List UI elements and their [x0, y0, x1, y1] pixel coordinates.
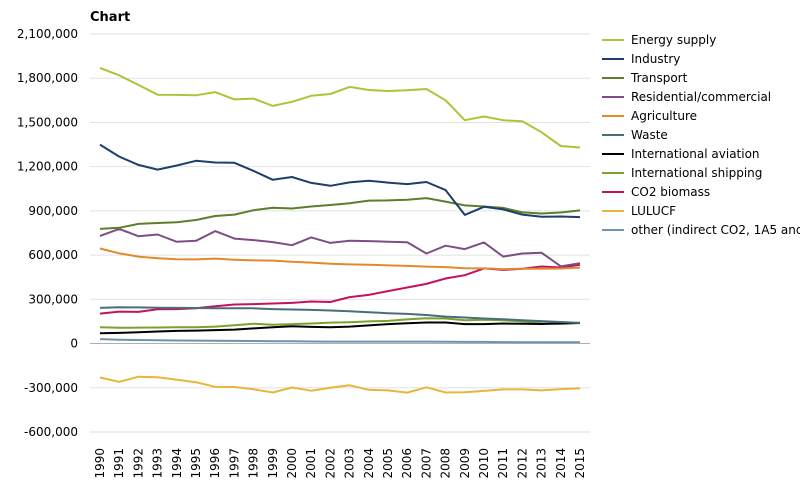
legend: Energy supply Industry Transport Residentia…	[602, 33, 800, 237]
series-line	[99, 338, 580, 344]
y-tick-label: 1,500,000	[17, 115, 78, 129]
x-tick-label: 1996	[208, 448, 222, 479]
series-line	[99, 321, 581, 335]
y-tick-label: 900,000	[28, 204, 78, 218]
x-tick-label: 1994	[170, 448, 184, 479]
x-tick-label: 2008	[439, 448, 453, 479]
x-tick-label: 1995	[189, 448, 203, 479]
legend-label: CO2 biomass	[631, 185, 710, 199]
x-tick-label: 2005	[381, 448, 395, 479]
x-tick-label: 2011	[496, 448, 510, 479]
x-tick-label: 1998	[247, 448, 261, 479]
legend-label: International aviation	[631, 147, 760, 161]
y-tick-label: 300,000	[28, 292, 78, 306]
series-line	[99, 306, 581, 324]
x-tick-label: 2002	[323, 448, 337, 479]
y-tick-label: -300,000	[24, 381, 78, 395]
x-tick-label: 2010	[477, 448, 491, 479]
x-tick-label: 2007	[419, 448, 433, 479]
y-tick-label: 1,800,000	[17, 71, 78, 85]
series-line	[99, 66, 581, 149]
y-tick-label: 1,200,000	[17, 160, 78, 174]
series-line	[99, 143, 581, 219]
x-tick-label: 2001	[304, 448, 318, 479]
legend-label: Energy supply	[631, 33, 716, 47]
x-tick-label: 1999	[266, 448, 280, 479]
x-tick-label: 2004	[362, 448, 376, 479]
series-lines	[99, 66, 581, 394]
y-tick-label: 2,100,000	[17, 27, 78, 41]
y-tick-label: 0	[70, 337, 78, 351]
series-line	[99, 227, 581, 268]
x-axis: 1990 1991 1992 1993 1994 1995 1996 1997 1998 1999…	[93, 448, 587, 479]
y-tick-label: 600,000	[28, 248, 78, 262]
series-line	[99, 197, 581, 230]
legend-label: other (indirect CO2, 1A5 and	[631, 223, 800, 237]
series-line	[99, 247, 581, 271]
legend-label: LULUCF	[631, 204, 676, 218]
y-axis: 2,100,000 1,800,000 1,500,000 1,200,000 900,…	[17, 27, 78, 439]
x-tick-label: 2000	[285, 448, 299, 479]
x-tick-label: 1997	[227, 448, 241, 479]
gridlines	[90, 33, 590, 433]
legend-label: Transport	[630, 71, 688, 85]
series-line	[99, 317, 581, 329]
chart-title: Chart	[90, 10, 130, 25]
series-line	[99, 375, 581, 394]
x-tick-label: 2013	[535, 448, 549, 479]
legend-label: Industry	[631, 52, 680, 66]
series-line	[99, 263, 581, 315]
x-tick-label: 2015	[573, 448, 587, 479]
legend-label: Agriculture	[631, 109, 697, 123]
legend-label: Waste	[631, 128, 668, 142]
legend-label: International shipping	[631, 166, 762, 180]
x-tick-label: 1990	[93, 448, 107, 479]
x-tick-label: 2014	[554, 448, 568, 479]
legend-label: Residential/commercial	[631, 90, 771, 104]
x-tick-label: 1993	[151, 448, 165, 479]
x-tick-label: 1992	[131, 448, 145, 479]
x-tick-label: 1991	[112, 448, 126, 479]
x-tick-label: 2012	[515, 448, 529, 479]
x-tick-label: 2003	[343, 448, 357, 479]
y-tick-label: -600,000	[24, 425, 78, 439]
x-tick-label: 2006	[400, 448, 414, 479]
x-tick-label: 2009	[458, 448, 472, 479]
